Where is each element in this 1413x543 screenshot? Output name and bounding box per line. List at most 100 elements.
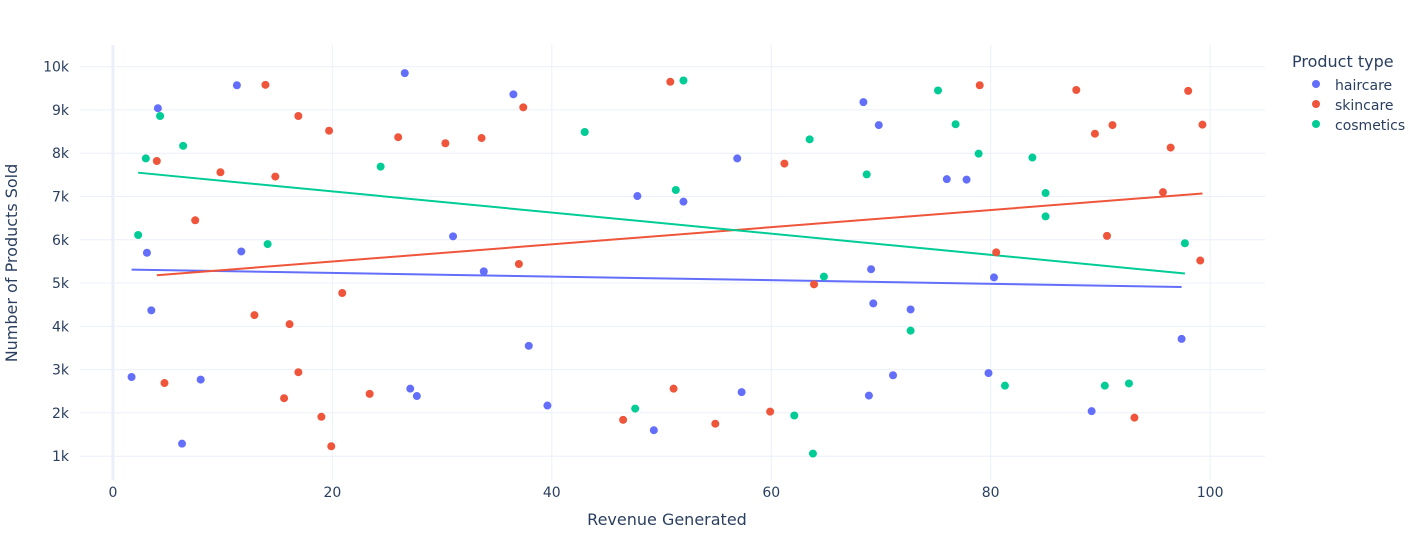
point-skincare[interactable] [1090,129,1099,138]
point-skincare[interactable] [285,320,294,329]
point-cosmetics[interactable] [1041,212,1050,221]
point-skincare[interactable] [1072,86,1081,95]
point-haircare[interactable] [1177,334,1186,343]
point-skincare[interactable] [394,133,403,142]
point-haircare[interactable] [406,384,415,393]
point-haircare[interactable] [127,372,136,381]
point-haircare[interactable] [906,305,915,314]
point-skincare[interactable] [1130,413,1139,422]
point-cosmetics[interactable] [805,135,814,144]
point-cosmetics[interactable] [951,120,960,129]
point-skincare[interactable] [271,172,280,181]
point-skincare[interactable] [1103,231,1111,240]
point-cosmetics[interactable] [808,449,817,458]
point-skincare[interactable] [1184,86,1193,95]
point-skincare[interactable] [1198,120,1207,129]
point-skincare[interactable] [261,80,270,89]
point-cosmetics[interactable] [1000,381,1009,390]
point-haircare[interactable] [889,371,898,380]
legend-marker-skincare[interactable] [1312,100,1320,108]
point-skincare[interactable] [250,311,259,320]
point-haircare[interactable] [989,273,998,282]
point-haircare[interactable] [543,401,552,410]
point-cosmetics[interactable] [631,404,640,413]
point-haircare[interactable] [153,104,162,113]
point-skincare[interactable] [325,126,334,135]
point-haircare[interactable] [859,98,868,107]
point-haircare[interactable] [449,232,458,241]
point-skincare[interactable] [327,442,336,451]
point-cosmetics[interactable] [1100,381,1109,390]
point-skincare[interactable] [441,139,450,148]
point-haircare[interactable] [737,388,746,397]
point-cosmetics[interactable] [1180,239,1189,248]
point-cosmetics[interactable] [1041,189,1050,198]
point-skincare[interactable] [160,379,169,388]
point-skincare[interactable] [519,103,528,112]
point-cosmetics[interactable] [1028,153,1037,162]
point-skincare[interactable] [666,77,675,86]
point-haircare[interactable] [962,175,971,184]
point-skincare[interactable] [975,81,984,90]
point-cosmetics[interactable] [819,272,828,281]
point-skincare[interactable] [1196,256,1205,265]
point-cosmetics[interactable] [790,411,799,420]
point-cosmetics[interactable] [376,162,385,171]
point-skincare[interactable] [992,248,1001,257]
point-haircare[interactable] [942,175,951,184]
point-haircare[interactable] [509,90,518,99]
point-haircare[interactable] [524,341,533,350]
point-haircare[interactable] [400,69,409,78]
point-skincare[interactable] [780,159,789,168]
point-skincare[interactable] [477,134,486,143]
point-skincare[interactable] [669,384,678,393]
point-haircare[interactable] [196,375,205,384]
point-haircare[interactable] [237,247,246,256]
point-skincare[interactable] [191,216,200,225]
point-skincare[interactable] [766,407,775,416]
point-haircare[interactable] [869,299,878,308]
legend-marker-haircare[interactable] [1312,80,1320,88]
point-cosmetics[interactable] [934,86,943,95]
point-skincare[interactable] [294,111,303,120]
point-skincare[interactable] [1158,188,1167,197]
point-haircare[interactable] [874,121,883,130]
point-skincare[interactable] [514,260,523,269]
point-skincare[interactable] [152,157,161,165]
legend-label-haircare[interactable]: haircare [1335,78,1392,94]
point-skincare[interactable] [1108,121,1117,130]
point-cosmetics[interactable] [580,128,589,136]
point-haircare[interactable] [147,306,156,315]
point-haircare[interactable] [232,81,241,90]
point-skincare[interactable] [317,412,326,421]
point-haircare[interactable] [633,192,642,201]
point-cosmetics[interactable] [156,111,165,120]
legend-label-cosmetics[interactable]: cosmetics [1335,118,1405,134]
point-cosmetics[interactable] [671,186,680,194]
point-skincare[interactable] [280,394,289,403]
point-haircare[interactable] [679,197,688,206]
point-haircare[interactable] [984,369,993,378]
point-skincare[interactable] [619,415,628,424]
point-cosmetics[interactable] [862,170,871,179]
point-skincare[interactable] [1166,143,1175,152]
point-haircare[interactable] [412,392,421,401]
point-skincare[interactable] [810,280,819,289]
legend-marker-cosmetics[interactable] [1312,120,1320,128]
point-haircare[interactable] [649,426,658,435]
point-cosmetics[interactable] [134,231,143,240]
point-haircare[interactable] [142,248,151,257]
point-haircare[interactable] [867,265,876,274]
legend-label-skincare[interactable]: skincare [1335,98,1394,114]
point-cosmetics[interactable] [906,326,915,335]
point-skincare[interactable] [338,289,347,298]
point-skincare[interactable] [216,168,225,177]
point-haircare[interactable] [178,439,187,448]
point-haircare[interactable] [479,267,488,276]
point-skincare[interactable] [365,389,374,398]
point-cosmetics[interactable] [974,149,983,158]
point-haircare[interactable] [864,391,873,400]
point-cosmetics[interactable] [179,141,188,150]
point-haircare[interactable] [733,154,742,163]
point-cosmetics[interactable] [679,76,688,85]
